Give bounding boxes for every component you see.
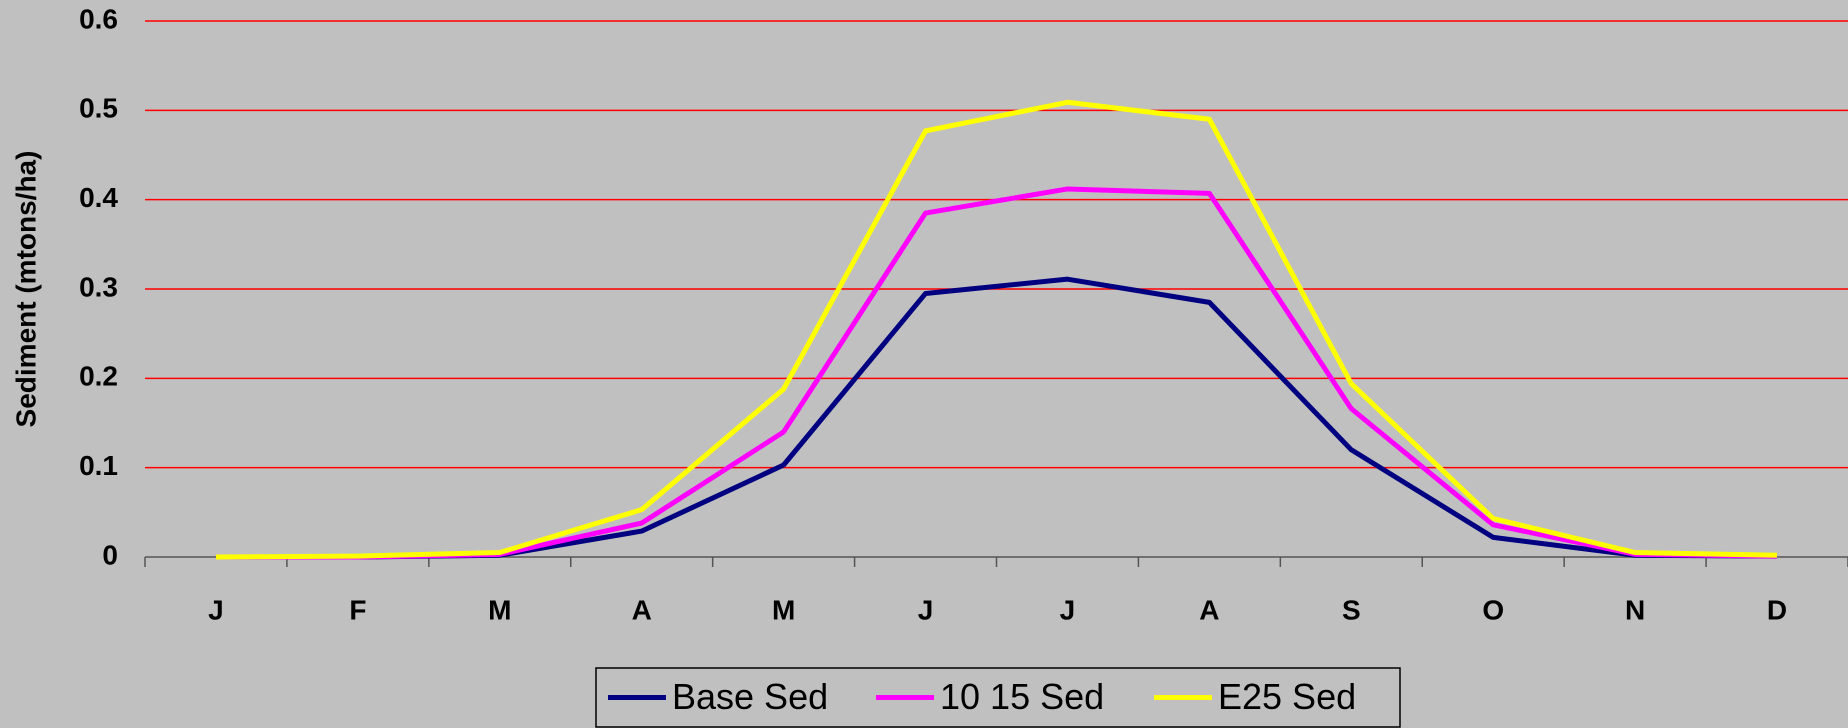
y-tick-label: 0.1: [79, 450, 118, 481]
x-tick-label: A: [1199, 594, 1219, 625]
y-axis-label: Sediment (mtons/ha): [10, 151, 41, 428]
series-line: [215, 276, 1778, 560]
x-tick-label: S: [1342, 594, 1361, 625]
x-tick-label: M: [772, 594, 795, 625]
x-tick-label: J: [208, 594, 224, 625]
y-tick-label: 0.3: [79, 271, 118, 302]
y-tick-label: 0.4: [79, 182, 118, 213]
y-tick-label: 0.2: [79, 361, 118, 392]
legend-box: [595, 667, 1401, 728]
x-tick-label: J: [918, 594, 934, 625]
x-tick-label: N: [1625, 594, 1645, 625]
x-tick-label: A: [632, 594, 652, 625]
legend-label: Base Sed: [672, 676, 828, 717]
y-tick-label: 0.6: [79, 3, 118, 34]
x-tick-label: O: [1482, 594, 1504, 625]
legend-label: E25 Sed: [1218, 676, 1356, 717]
x-tick-label: F: [349, 594, 366, 625]
series-line: [215, 186, 1778, 560]
y-tick-label: 0.5: [79, 93, 118, 124]
x-tick-label: D: [1767, 594, 1787, 625]
series-line: [215, 99, 1778, 560]
x-tick-label: M: [488, 594, 511, 625]
legend-label: 10 15 Sed: [940, 676, 1104, 717]
x-tick-label: J: [1060, 594, 1076, 625]
y-tick-label: 0: [102, 539, 118, 570]
